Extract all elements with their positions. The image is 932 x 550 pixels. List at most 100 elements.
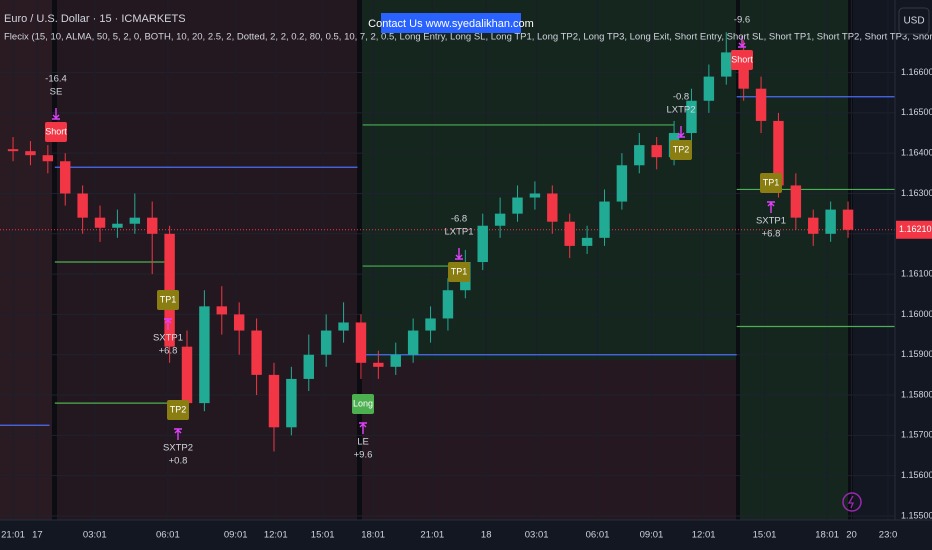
- x-tick-label: 09:01: [224, 530, 248, 541]
- current-price-label: 1.16210: [899, 224, 932, 234]
- candle-body: [407, 330, 419, 355]
- currency-label[interactable]: USD: [903, 16, 924, 27]
- signal-label: Long: [353, 398, 373, 408]
- signals: Short -16.4 SE TP1 SXTP1 +6.8 TP2 SXTP2 +0.8 Long…: [45, 15, 786, 467]
- candle-body: [755, 88, 767, 121]
- signal-arrow: [359, 422, 367, 434]
- signal-box: [731, 50, 753, 70]
- candle-body: [94, 217, 106, 228]
- signal-box: [167, 400, 189, 420]
- x-tick-label: 03:01: [525, 530, 549, 541]
- signal-arrow: [738, 36, 746, 48]
- x-tick-label: 06:01: [156, 530, 180, 541]
- currency-button[interactable]: [898, 7, 930, 35]
- y-tick-label: 1.16500: [901, 107, 932, 117]
- candle-body: [286, 378, 297, 428]
- current-price-tag: [896, 220, 932, 239]
- candle-body: [651, 145, 662, 158]
- candle-body: [425, 318, 436, 331]
- signal-label: TP2: [170, 404, 187, 414]
- signal-note: -6.8: [451, 214, 467, 225]
- candle-body: [529, 193, 541, 198]
- signal-label: Short: [45, 126, 67, 136]
- y-tick-label: 1.16600: [901, 67, 932, 77]
- x-tick-label: 15:01: [753, 530, 777, 541]
- signal-note: LXTP1: [444, 227, 473, 238]
- x-tick-label: 18: [481, 530, 492, 541]
- signal-note: SE: [50, 87, 63, 98]
- candle-body: [442, 290, 454, 319]
- alert-icon[interactable]: [842, 492, 862, 512]
- axes: 1.15500 1.15600 1.15700 1.15800 1.15900 1.160…: [1, 67, 932, 541]
- session-zone: [360, 0, 738, 360]
- signal-note: LXTP2: [666, 105, 695, 116]
- day-separator: [848, 0, 853, 520]
- candle-body: [373, 362, 384, 367]
- x-tick-label: 15:01: [311, 530, 335, 541]
- session-zone: [738, 0, 850, 520]
- candle-body: [599, 201, 610, 238]
- banner[interactable]: [381, 13, 521, 33]
- y-tick-label: 1.16100: [901, 268, 932, 278]
- signal-note: +6.8: [762, 229, 781, 240]
- signal-note: -0.8: [673, 92, 689, 103]
- candle-body: [547, 193, 558, 222]
- candle-body: [808, 217, 819, 234]
- signal-box: [157, 290, 179, 310]
- day-separator: [736, 0, 740, 520]
- candle-body: [216, 306, 228, 315]
- candle-body: [494, 213, 506, 226]
- candle-body: [842, 209, 854, 230]
- day-separator: [52, 0, 57, 520]
- candle-body: [303, 354, 314, 379]
- signal-note: SXTP2: [163, 443, 193, 454]
- indicator-legend: Flecix (15, 10, ALMA, 50, 5, 2, 0, BOTH,…: [4, 32, 932, 43]
- x-tick-label: 23:0: [879, 530, 898, 541]
- x-tick-label: 09:01: [640, 530, 664, 541]
- session-zone: [360, 360, 738, 520]
- signal-box: [448, 262, 470, 282]
- candle-body: [181, 346, 193, 404]
- y-tick-label: 1.15900: [901, 349, 932, 359]
- candle-body: [129, 217, 141, 224]
- x-tick-label: 18:01: [361, 530, 385, 541]
- y-tick-label: 1.15700: [901, 430, 932, 440]
- x-tick-label: 17: [32, 530, 43, 541]
- candle-body: [146, 217, 158, 234]
- banner-text[interactable]: Contact Us www.syedalikhan.com: [368, 18, 534, 30]
- candle-body: [320, 330, 332, 355]
- signal-box: [760, 173, 782, 193]
- candle-body: [268, 374, 280, 428]
- candle-body: [60, 161, 71, 194]
- signal-note: -9.6: [734, 15, 750, 26]
- candle-body: [634, 145, 645, 166]
- x-tick-label: 20: [846, 530, 857, 541]
- x-tick-label: 18:01: [815, 530, 839, 541]
- chart-title: Euro / U.S. Dollar · 15 · ICMARKETS: [4, 13, 186, 25]
- signal-note: -16.4: [45, 74, 67, 85]
- signal-label: TP2: [673, 144, 690, 154]
- day-separator: [357, 0, 362, 520]
- candle-body: [251, 330, 262, 375]
- y-tick-label: 1.16300: [901, 188, 932, 198]
- candle-body: [686, 100, 697, 134]
- session-zone: [55, 0, 360, 520]
- signal-arrow: [174, 428, 182, 440]
- candle-body: [703, 76, 715, 101]
- signal-arrow: [52, 108, 60, 120]
- signal-box: [352, 394, 374, 414]
- candle-body: [199, 306, 210, 404]
- x-tick-label: 21:01: [1, 530, 25, 541]
- candle-body: [7, 149, 19, 152]
- candle-body: [773, 120, 784, 186]
- signal-note: SXTP1: [756, 216, 786, 227]
- candle-body: [355, 322, 367, 363]
- signal-label: TP1: [160, 294, 177, 304]
- signal-note: SXTP1: [153, 333, 183, 344]
- signal-label: Short: [731, 54, 753, 64]
- y-tick-label: 1.15800: [901, 389, 932, 399]
- signal-note: +0.8: [169, 456, 188, 467]
- signal-label: TP1: [763, 177, 780, 187]
- candle-body: [477, 225, 488, 263]
